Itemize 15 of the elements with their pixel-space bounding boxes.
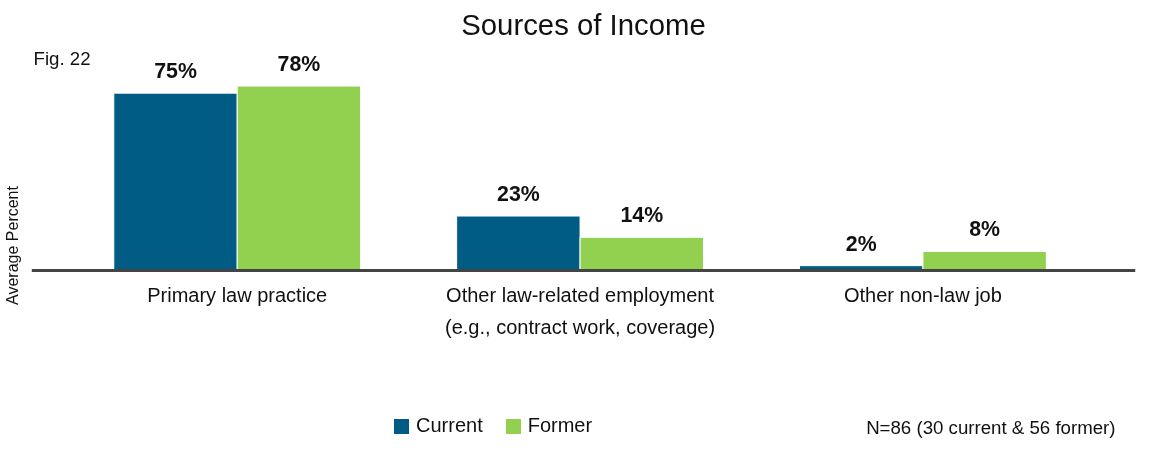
x-tick-label: Other law-related employment (e.g., contract work, coverage) <box>445 284 716 339</box>
legend-label: Former <box>527 414 593 437</box>
x-tick-label: Primary law practice <box>147 284 328 307</box>
data-label: 23% <box>497 182 540 207</box>
y-axis-title: Average Percent <box>3 185 21 305</box>
data-label: 8% <box>969 217 1001 242</box>
data-label: 2% <box>845 231 877 256</box>
x-tick-label: Other non-law job <box>844 284 1002 307</box>
chart-title: Sources of Income <box>461 7 706 41</box>
data-label: 75% <box>154 59 197 84</box>
legend-label: Current <box>416 414 483 437</box>
data-label: 78% <box>277 52 321 77</box>
text: N=86 (30 current & 56 former) <box>866 416 1116 438</box>
caption: Fig. 22 <box>33 47 91 69</box>
data-label: 14% <box>620 203 664 228</box>
